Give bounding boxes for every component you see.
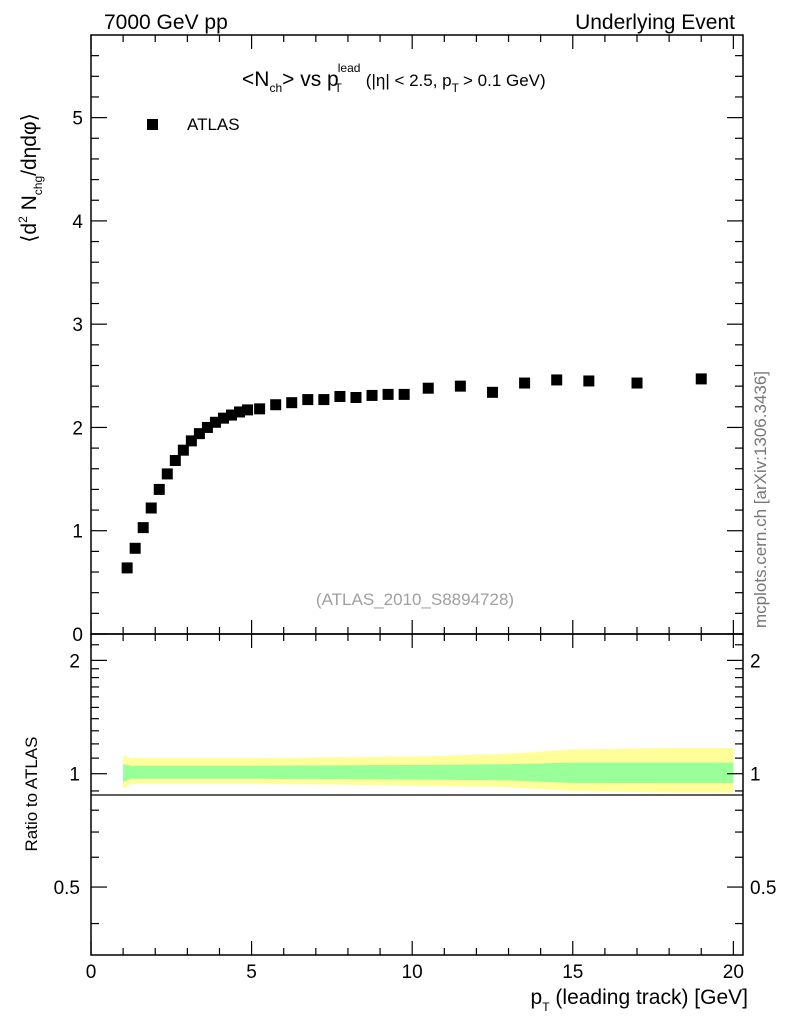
data-point	[161, 468, 173, 480]
data-point	[137, 522, 149, 534]
data-point	[270, 399, 282, 411]
y-tick-label: 5	[72, 109, 83, 130]
data-point	[422, 382, 434, 394]
data-point	[193, 428, 205, 440]
data-point	[121, 562, 133, 574]
ratio-y-axis-label: Ratio to ATLAS	[22, 737, 41, 852]
tick-labels: 0 5 10 15 20 0 1 2 3 4 5 0.5 0.5 1 1 2 2	[54, 109, 777, 983]
data-point	[129, 542, 141, 554]
legend-marker	[147, 119, 158, 130]
ratio-y-tick-label-left: 2	[69, 651, 80, 672]
data-point	[486, 386, 498, 398]
header-right: Underlying Event	[575, 11, 735, 34]
data-point	[286, 397, 298, 409]
x-tick-label: 10	[402, 962, 423, 983]
data-point	[334, 390, 346, 402]
y-axis-label: ⟨d2 Nchg/dηdφ⟩	[16, 113, 45, 243]
side-credit: mcplots.cern.ch [arXiv:1306.3436]	[751, 371, 770, 628]
data-point	[366, 389, 378, 401]
atlas-data-points	[121, 373, 707, 574]
data-point	[631, 377, 643, 389]
data-point	[201, 421, 213, 433]
ratio-plot-frame	[90, 633, 744, 956]
data-point	[177, 444, 189, 456]
ratio-y-tick-label-right: 0.5	[750, 878, 776, 899]
data-point	[695, 373, 707, 385]
ratio-bands	[123, 748, 734, 793]
data-point	[318, 394, 330, 406]
y-tick-label: 2	[72, 418, 83, 439]
data-point	[234, 406, 246, 418]
data-point	[302, 394, 314, 406]
data-point	[242, 404, 254, 416]
y-tick-label: 0	[72, 625, 83, 646]
x-tick-label: 5	[246, 962, 257, 983]
data-point	[185, 435, 197, 447]
data-point	[454, 380, 466, 392]
x-axis-label: pT (leading track) [GeV]	[531, 986, 748, 1014]
x-tick-label: 20	[723, 962, 744, 983]
y-tick-label: 3	[72, 315, 83, 336]
data-point	[551, 374, 563, 386]
data-point	[519, 377, 531, 389]
data-point	[398, 388, 410, 400]
data-point	[209, 416, 221, 428]
data-point	[583, 375, 595, 387]
data-point	[145, 502, 157, 514]
ratio-band-inner	[123, 762, 734, 783]
data-point	[382, 388, 394, 400]
analysis-watermark: (ATLAS_2010_S8894728)	[316, 590, 514, 609]
data-point	[254, 403, 266, 415]
data-point	[153, 483, 165, 495]
y-tick-label: 4	[72, 212, 83, 233]
x-tick-label: 0	[86, 962, 97, 983]
header-left: 7000 GeV pp	[104, 11, 228, 34]
ratio-y-tick-label-left: 1	[69, 765, 80, 786]
axis-ticks	[90, 35, 743, 955]
data-point	[350, 391, 362, 403]
data-point	[169, 454, 181, 466]
ratio-y-tick-label-left: 0.5	[54, 878, 80, 899]
y-tick-label: 1	[72, 522, 83, 543]
data-point	[226, 409, 238, 421]
data-point	[217, 412, 229, 424]
x-tick-label: 15	[562, 962, 583, 983]
ratio-y-tick-label-right: 1	[750, 765, 761, 786]
plot-title: <Nch> vs plead T (|η| < 2.5, pT > 0.1 GeV)	[242, 61, 546, 95]
legend-label: ATLAS	[187, 115, 240, 134]
ratio-y-tick-label-right: 2	[750, 651, 761, 672]
